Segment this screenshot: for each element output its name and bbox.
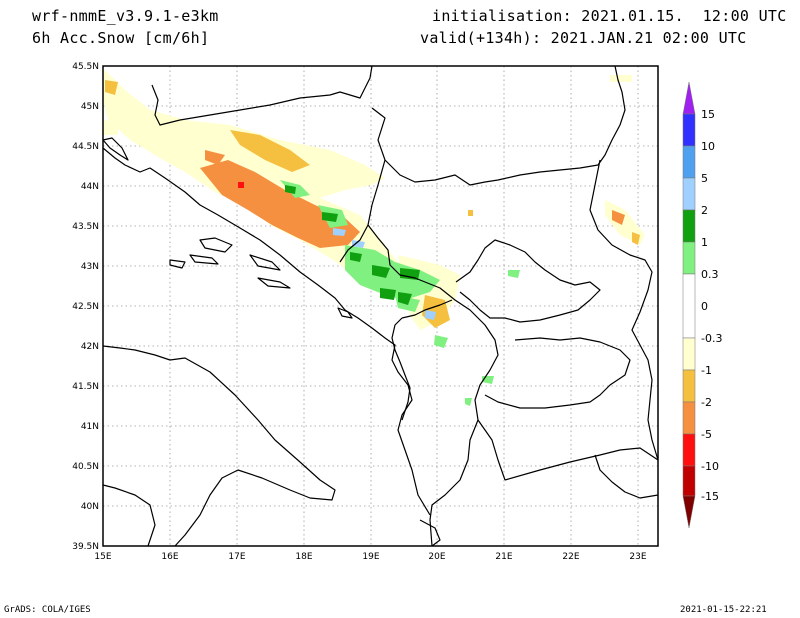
colorbar-segment — [682, 241, 696, 275]
latitude-axis: 45.5N 45N 44.5N 44N 43.5N 43N 42.5N 42N … — [72, 62, 99, 552]
lat-label: 41N — [81, 422, 99, 432]
colorbar-label: -15 — [701, 490, 719, 503]
coastlines-borders — [102, 65, 659, 547]
colorbar-label: -5 — [701, 428, 712, 441]
colorbar-segment — [682, 433, 696, 467]
lon-label: 16E — [161, 552, 178, 562]
colorbar-segment — [682, 273, 696, 339]
valid-time: valid(+134h): 2021.JAN.21 02:00 UTC — [420, 29, 747, 47]
lat-label: 45.5N — [72, 62, 99, 72]
lat-label: 44.5N — [72, 142, 99, 152]
snow-field-blue — [333, 228, 436, 320]
colorbar-bottom-arrow — [682, 495, 696, 529]
map-frame — [102, 65, 659, 547]
colorbar-label: 1 — [701, 236, 708, 249]
colorbar-segment — [682, 113, 696, 147]
colorbar-label: -10 — [701, 460, 719, 473]
colorbar-label: 10 — [701, 140, 715, 153]
lon-label: 21E — [495, 552, 512, 562]
colorbar-label: 2 — [701, 204, 708, 217]
lon-label: 22E — [562, 552, 579, 562]
lat-label: 39.5N — [72, 542, 99, 552]
footer-credit: GrADS: COLA/IGES — [4, 605, 91, 615]
lon-label: 17E — [228, 552, 245, 562]
colorbar-label: 5 — [701, 172, 708, 185]
model-name: wrf-nmmE_v3.9.1-e3km — [32, 7, 219, 25]
colorbar-segment — [682, 369, 696, 403]
colorbar-segment — [682, 337, 696, 371]
snow-field-green-dark — [285, 185, 420, 305]
colorbar-labels: 15 10 5 2 1 0.3 0 -0.3 -1 -2 -5 -10 -15 — [701, 108, 722, 503]
colorbar — [682, 81, 696, 529]
colorbar-segment — [682, 401, 696, 435]
lat-label: 40N — [81, 502, 99, 512]
colorbar-label: -1 — [701, 364, 712, 377]
lon-label: 23E — [629, 552, 646, 562]
longitude-axis: 15E 16E 17E 18E 19E 20E 21E 22E 23E — [94, 552, 646, 562]
lat-label: 40.5N — [72, 462, 99, 472]
colorbar-label: 15 — [701, 108, 715, 121]
colorbar-segment — [682, 209, 696, 243]
lat-label: 43.5N — [72, 222, 99, 232]
colorbar-label: -2 — [701, 396, 712, 409]
snow-field-red — [238, 182, 244, 188]
lon-label: 19E — [362, 552, 379, 562]
variable-name: 6h Acc.Snow [cm/6h] — [32, 29, 210, 47]
lat-label: 42N — [81, 342, 99, 352]
lon-label: 18E — [295, 552, 312, 562]
lat-label: 43N — [81, 262, 99, 272]
lon-label: 15E — [94, 552, 111, 562]
footer-timestamp: 2021-01-15-22:21 — [680, 605, 767, 615]
lat-label: 45N — [81, 102, 99, 112]
lat-label: 42.5N — [72, 302, 99, 312]
colorbar-segment — [682, 177, 696, 211]
lat-label: 41.5N — [72, 382, 99, 392]
colorbar-top-arrow — [682, 81, 696, 115]
colorbar-label: -0.3 — [701, 332, 722, 345]
lon-label: 20E — [428, 552, 445, 562]
colorbar-label: 0.3 — [701, 268, 719, 281]
colorbar-segment — [682, 145, 696, 179]
lat-label: 44N — [81, 182, 99, 192]
init-time: initialisation: 2021.01.15. 12:00 UTC — [432, 7, 787, 25]
colorbar-segment — [682, 465, 696, 497]
colorbar-label: 0 — [701, 300, 708, 313]
